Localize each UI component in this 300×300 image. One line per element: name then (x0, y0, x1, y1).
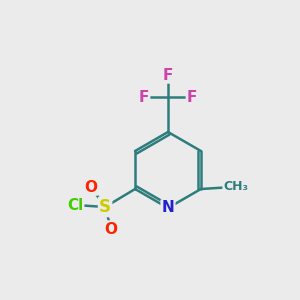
Text: F: F (139, 89, 149, 104)
Text: O: O (105, 221, 118, 236)
Text: CH₃: CH₃ (224, 181, 248, 194)
Text: F: F (163, 68, 173, 82)
Text: O: O (85, 179, 98, 194)
Text: Cl: Cl (67, 197, 83, 212)
Text: S: S (99, 198, 111, 216)
Text: N: N (162, 200, 174, 215)
Text: F: F (187, 89, 197, 104)
